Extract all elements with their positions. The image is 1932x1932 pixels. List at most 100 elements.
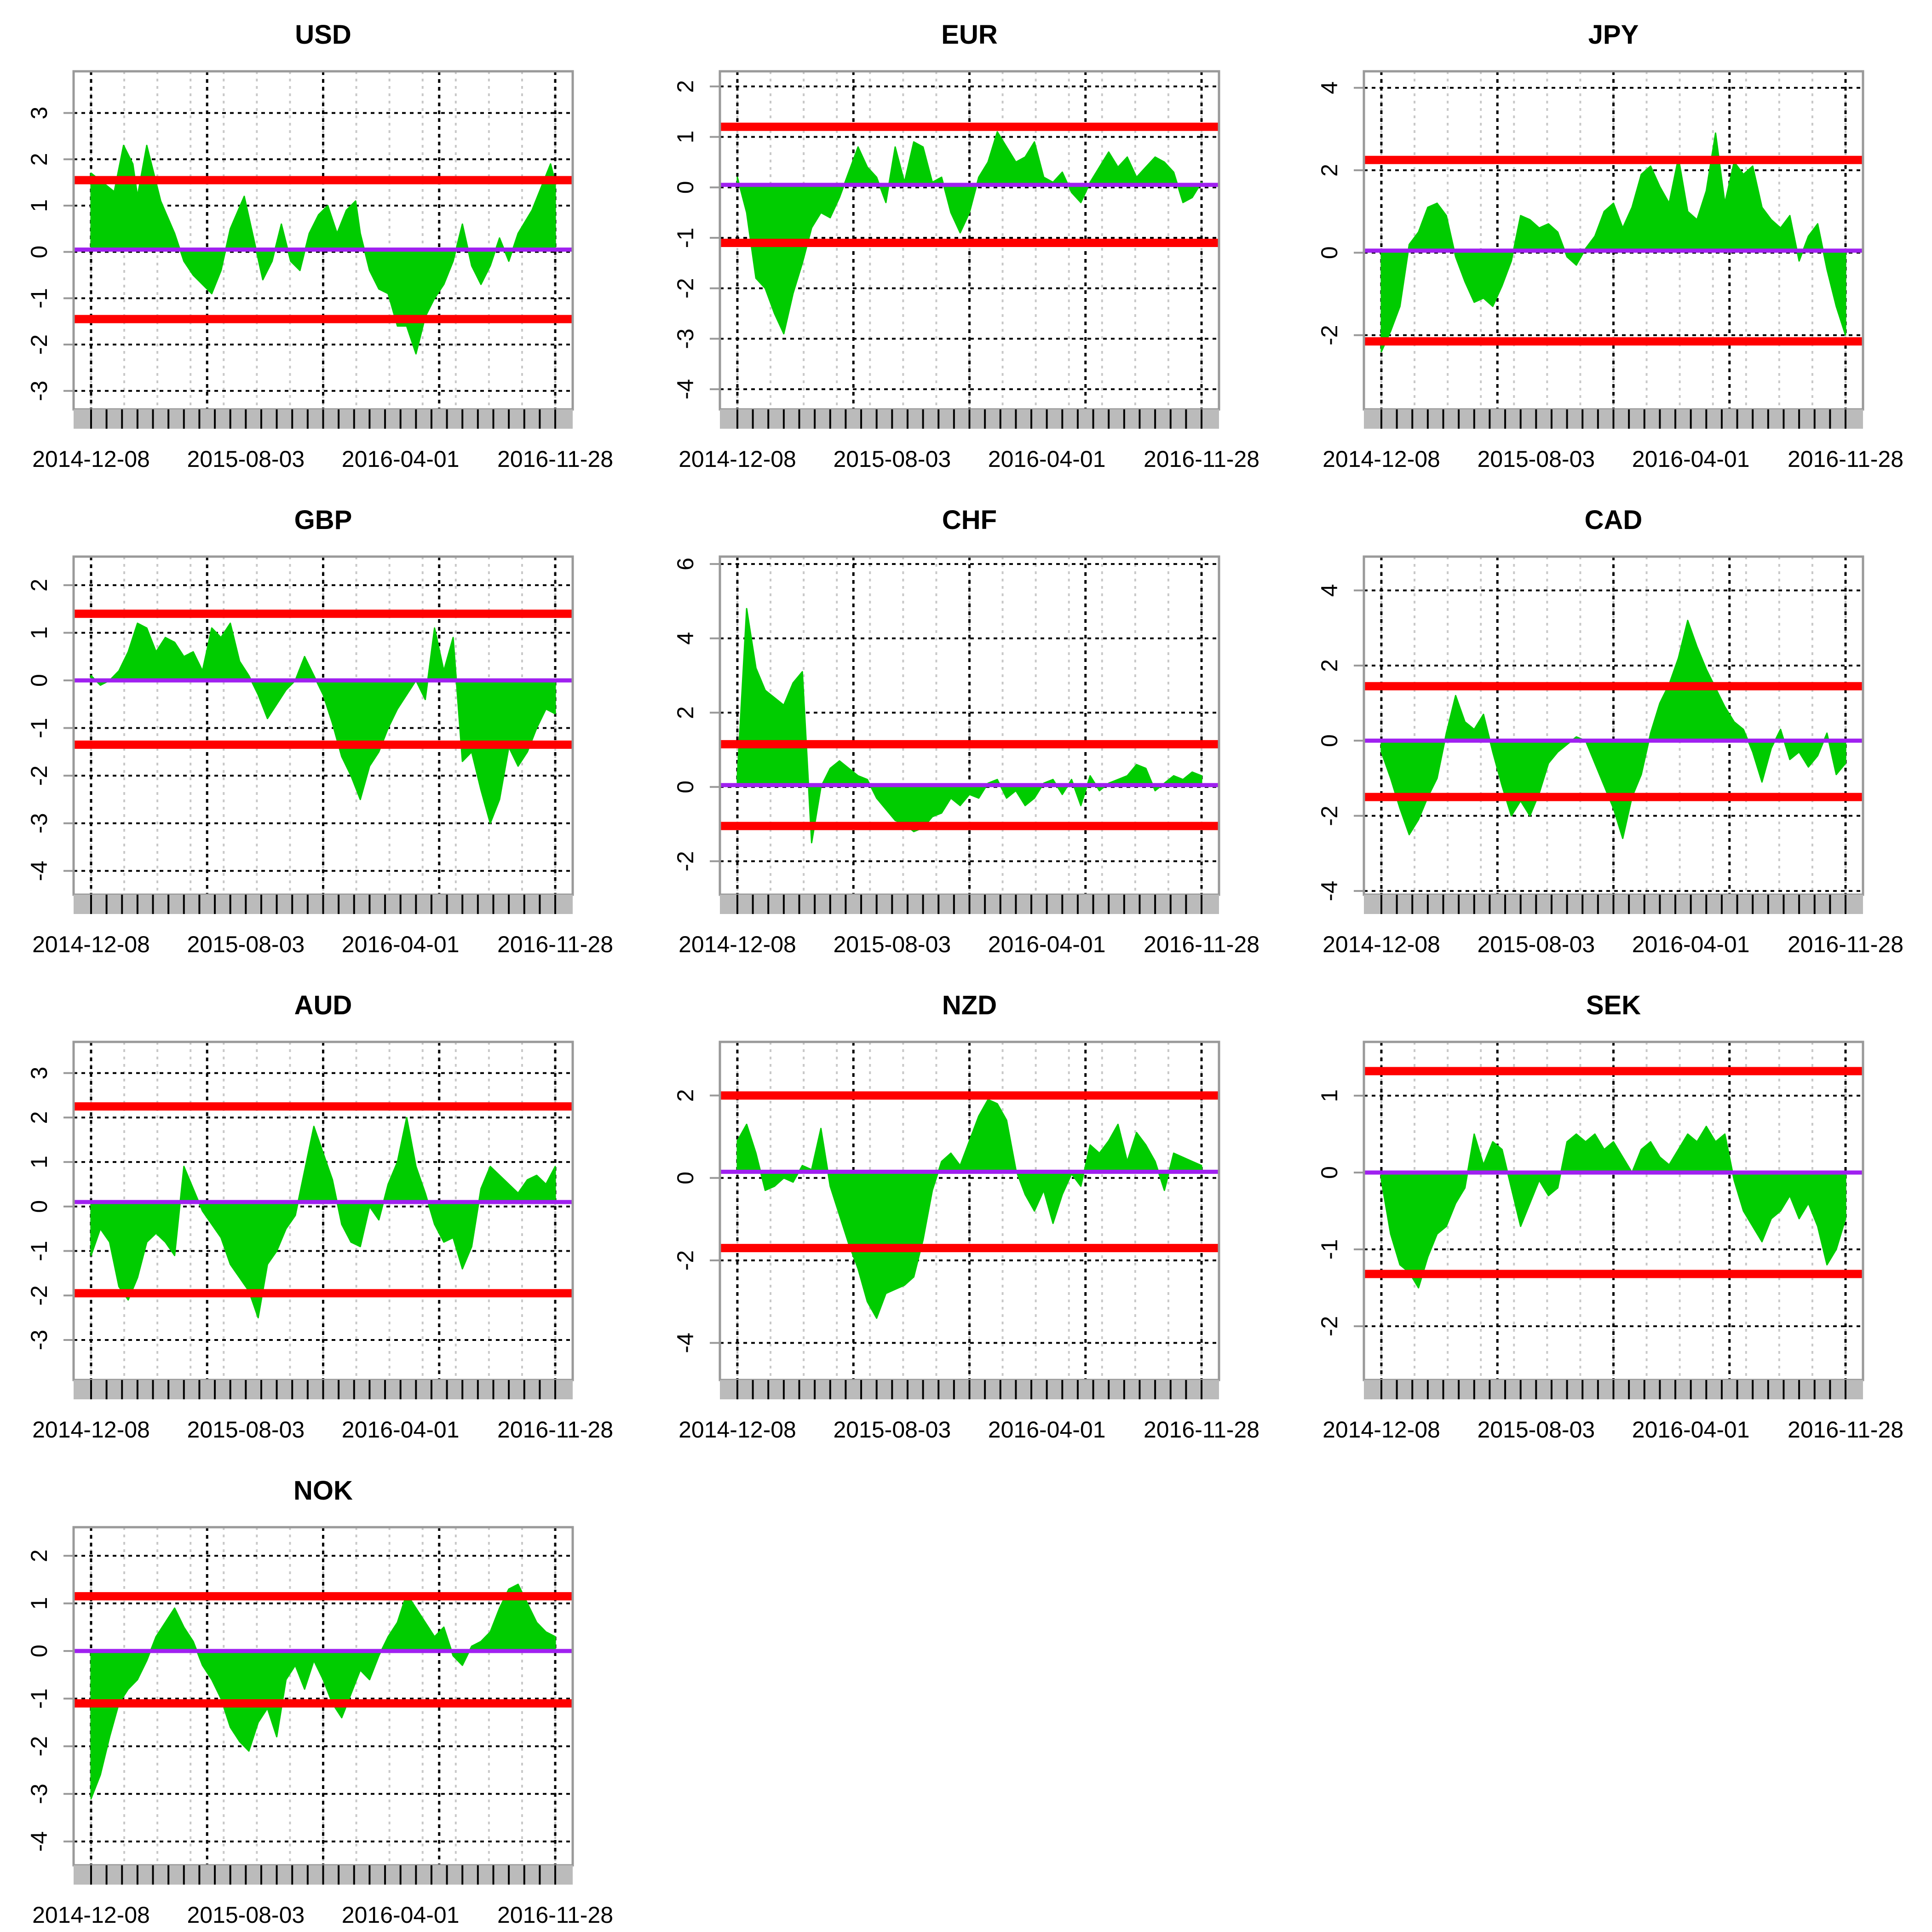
ytick-label: 2 — [26, 1111, 52, 1124]
ytick-label: -2 — [26, 1285, 52, 1305]
panel-title: SEK — [1586, 990, 1641, 1020]
xtick-label: 2014-12-08 — [1322, 1417, 1440, 1443]
ytick-label: 1 — [1317, 1089, 1342, 1102]
xtick-label: 2015-08-03 — [1477, 446, 1595, 472]
xtick-label: 2014-12-08 — [678, 1417, 796, 1443]
ytick-label: 2 — [26, 1549, 52, 1562]
ytick-label: -4 — [673, 1333, 698, 1353]
ytick-label: -2 — [26, 334, 52, 355]
panel-aud: AUD -3 -2 -1 0 1 2 3 2014-12-08 2015-08-03 2016-04… — [26, 990, 613, 1443]
ytick-label: -2 — [1317, 805, 1342, 826]
area-series — [90, 1116, 556, 1319]
ytick-label: -4 — [26, 1831, 52, 1852]
panel-title: JPY — [1588, 20, 1639, 50]
ytick-label: 6 — [673, 558, 698, 570]
xtick-label: 2016-04-01 — [1632, 446, 1750, 472]
ytick-label: 2 — [1317, 659, 1342, 672]
ytick-label: 0 — [26, 1644, 52, 1657]
ytick-label: 0 — [673, 181, 698, 194]
panel-title: GBP — [294, 505, 352, 535]
xtick-label: 2016-04-01 — [1632, 1417, 1750, 1443]
xtick-label: 2016-04-01 — [988, 446, 1106, 472]
panel-usd: USD -3 -2 -1 0 1 2 3 2014-12-08 2015-08-03 2016-04… — [26, 20, 613, 472]
xtick-label: 2014-12-08 — [1322, 932, 1440, 957]
ytick-label: 4 — [673, 632, 698, 645]
ytick-label: 2 — [26, 579, 52, 592]
xtick-label: 2016-04-01 — [342, 446, 460, 472]
ytick-label: -1 — [673, 228, 698, 248]
ytick-label: 4 — [1317, 81, 1342, 94]
ytick-label: 0 — [1317, 734, 1342, 747]
xtick-label: 2016-11-28 — [497, 932, 613, 957]
area-series — [90, 1583, 556, 1800]
area-series — [736, 131, 1202, 334]
ytick-label: 1 — [26, 1156, 52, 1168]
ytick-label: -1 — [26, 1688, 52, 1708]
ytick-label: 3 — [26, 107, 52, 120]
ytick-label: 2 — [26, 153, 52, 166]
area-series — [1380, 1126, 1846, 1289]
ytick-label: 2 — [1317, 164, 1342, 177]
panel-title: CAD — [1585, 505, 1643, 535]
ytick-label: -3 — [26, 1783, 52, 1804]
xtick-label: 2016-11-28 — [497, 446, 613, 472]
xtick-label: 2016-04-01 — [342, 932, 460, 957]
ytick-label: 0 — [26, 674, 52, 687]
ytick-label: -2 — [26, 765, 52, 786]
ytick-label: 1 — [26, 627, 52, 639]
xtick-label: 2016-04-01 — [988, 1417, 1106, 1443]
ytick-label: -3 — [673, 328, 698, 349]
xtick-label: 2016-11-28 — [1788, 446, 1903, 472]
xtick-label: 2014-12-08 — [32, 932, 150, 957]
area-series — [736, 1098, 1202, 1319]
xtick-label: 2016-11-28 — [1788, 932, 1903, 957]
ytick-label: 2 — [673, 1089, 698, 1102]
panel-title: NOK — [293, 1476, 353, 1506]
ytick-label: 3 — [26, 1067, 52, 1080]
xtick-label: 2014-12-08 — [32, 1902, 150, 1928]
xtick-label: 2015-08-03 — [187, 1417, 305, 1443]
ytick-label: -1 — [26, 1241, 52, 1261]
panel-cad: CAD -4 -2 0 2 4 2014-12-08 2015-08-03 2016-04-01… — [1317, 505, 1903, 957]
xtick-label: 2016-11-28 — [497, 1417, 613, 1443]
xtick-label: 2015-08-03 — [833, 446, 951, 472]
xtick-label: 2014-12-08 — [32, 1417, 150, 1443]
panel-sek: SEK -2 -1 0 1 2014-12-08 2015-08-03 2016-04-01 2… — [1317, 990, 1903, 1443]
ytick-label: -4 — [26, 861, 52, 881]
ytick-label: 1 — [673, 131, 698, 144]
panel-nzd: NZD -4 -2 0 2 2014-12-08 2015-08-03 2016-04-01 2… — [673, 990, 1259, 1443]
ytick-label: -3 — [26, 813, 52, 833]
xtick-label: 2014-12-08 — [1322, 446, 1440, 472]
panel-title: EUR — [941, 20, 997, 50]
xtick-label: 2016-04-01 — [1632, 932, 1750, 957]
xtick-label: 2014-12-08 — [32, 446, 150, 472]
xtick-label: 2015-08-03 — [187, 1902, 305, 1928]
ytick-label: -1 — [1317, 1239, 1342, 1259]
xtick-label: 2016-04-01 — [342, 1417, 460, 1443]
xtick-label: 2015-08-03 — [1477, 932, 1595, 957]
xtick-label: 2016-11-28 — [1144, 932, 1259, 957]
panel-eur: EUR -4 -3 -2 -1 0 1 2 2014-12-08 2015-08-03 2016-0… — [673, 20, 1259, 472]
ytick-label: 2 — [673, 80, 698, 93]
ytick-label: -2 — [673, 1250, 698, 1271]
panel-jpy: JPY -2 0 2 4 2014-12-08 2015-08-03 2016-04-01 20… — [1317, 20, 1903, 472]
ytick-label: 0 — [1317, 1166, 1342, 1179]
ytick-label: -1 — [26, 718, 52, 738]
ytick-label: -2 — [673, 278, 698, 298]
ytick-label: 1 — [26, 1597, 52, 1610]
ytick-label: 0 — [26, 246, 52, 259]
ytick-label: -3 — [26, 1330, 52, 1350]
panel-nok: NOK -4 -3 -2 -1 0 1 2 2014-12-08 2015-08-03 2016-0… — [26, 1476, 613, 1928]
ytick-label: -2 — [26, 1736, 52, 1756]
ytick-label: 0 — [673, 781, 698, 794]
ytick-label: -1 — [26, 288, 52, 308]
ytick-label: -2 — [1317, 1316, 1342, 1336]
ytick-label: -2 — [1317, 325, 1342, 345]
xtick-label: 2014-12-08 — [678, 932, 796, 957]
ytick-label: -2 — [673, 851, 698, 871]
xtick-label: 2015-08-03 — [1477, 1417, 1595, 1443]
panel-title: USD — [295, 20, 351, 50]
ytick-label: -4 — [1317, 881, 1342, 901]
xtick-label: 2016-04-01 — [342, 1902, 460, 1928]
